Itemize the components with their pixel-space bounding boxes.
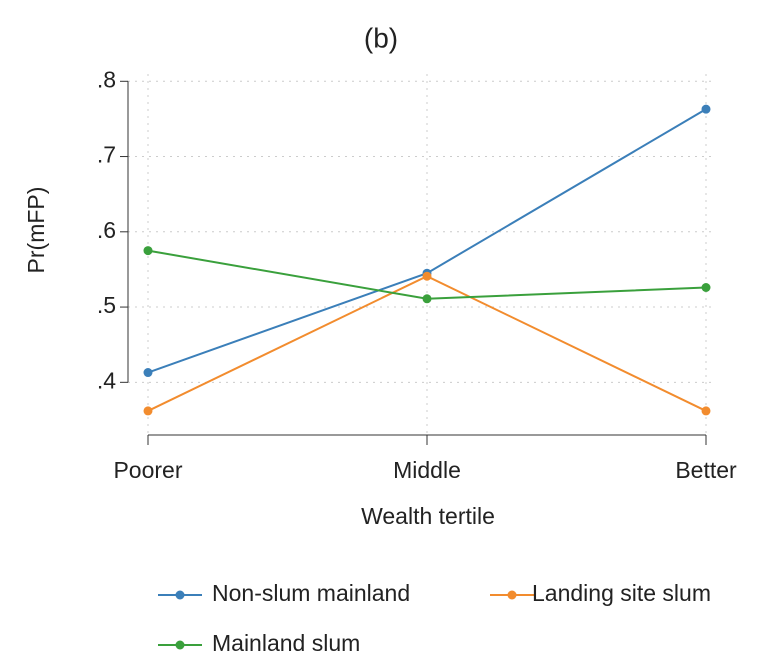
point: [143, 246, 153, 256]
legend-marker: [175, 640, 185, 650]
y-axis-label: Pr(mFP): [23, 187, 49, 274]
legend-label: Mainland slum: [212, 630, 360, 656]
legend-label: Landing site slum: [532, 580, 711, 606]
y-tick-label: .4: [97, 367, 116, 393]
x-tick-label: Poorer: [113, 457, 182, 483]
legend-marker: [175, 590, 185, 600]
point: [143, 368, 153, 378]
x-axis-label: Wealth tertile: [361, 503, 495, 529]
point: [701, 104, 711, 114]
point: [701, 406, 711, 416]
point: [422, 294, 432, 304]
y-tick-label: .7: [97, 142, 116, 168]
legend-marker: [507, 590, 517, 600]
legend-label: Non-slum mainland: [212, 580, 410, 606]
point: [143, 406, 153, 416]
y-tick-label: .5: [97, 292, 116, 318]
point: [422, 271, 432, 281]
point: [701, 282, 711, 292]
x-tick-label: Middle: [393, 457, 461, 483]
chart-title: (b): [364, 22, 398, 53]
y-tick-label: .8: [97, 66, 116, 92]
y-tick-label: .6: [97, 217, 116, 243]
x-tick-label: Better: [675, 457, 737, 483]
